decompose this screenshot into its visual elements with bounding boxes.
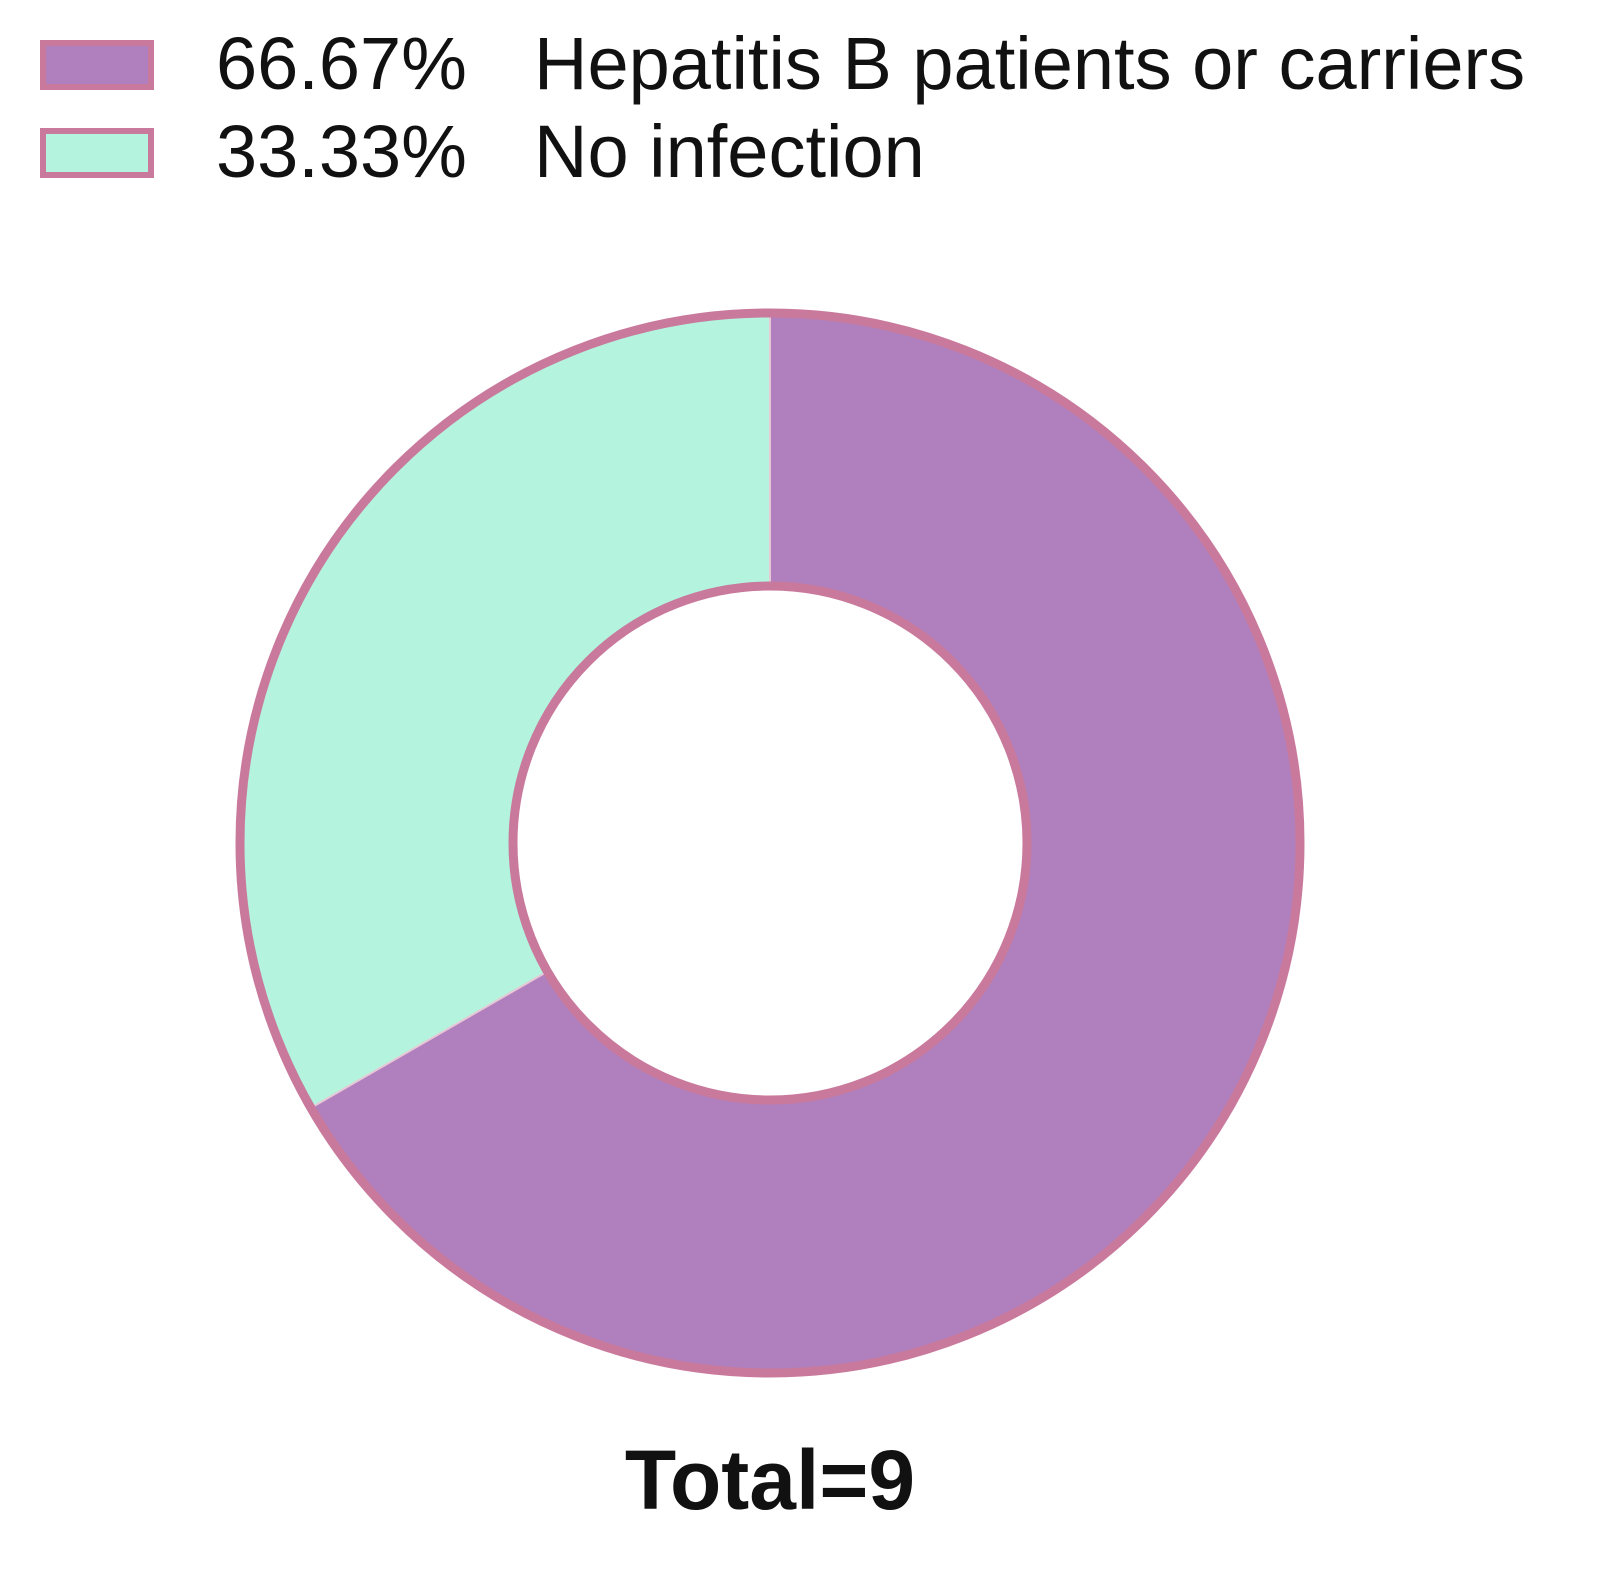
donut-slice-no-infection: [240, 313, 771, 1108]
donut-inner-rim: [508, 581, 1032, 1105]
legend-swatch-hepatitis-b: [40, 40, 154, 90]
donut-slice-hepatitis-b-patients-or-carriers: [310, 313, 1300, 1374]
legend-percent-hepatitis-b: 66.67%: [216, 22, 467, 105]
chart-legend: 66.67% Hepatitis B patients or carriers …: [40, 22, 1600, 198]
legend-label-hepatitis-b: Hepatitis B patients or carriers: [534, 22, 1526, 105]
legend-item-no-infection: 33.33% No infection: [40, 110, 1600, 198]
legend-label-no-infection: No infection: [534, 110, 925, 193]
slice-divider-1: [310, 970, 548, 1109]
total-label: Total=9: [624, 1433, 916, 1527]
donut-outer-rim: [235, 308, 1305, 1378]
legend-item-hepatitis-b: 66.67% Hepatitis B patients or carriers: [40, 22, 1600, 110]
legend-percent-no-infection: 33.33%: [216, 110, 467, 193]
legend-swatch-no-infection: [40, 128, 154, 178]
